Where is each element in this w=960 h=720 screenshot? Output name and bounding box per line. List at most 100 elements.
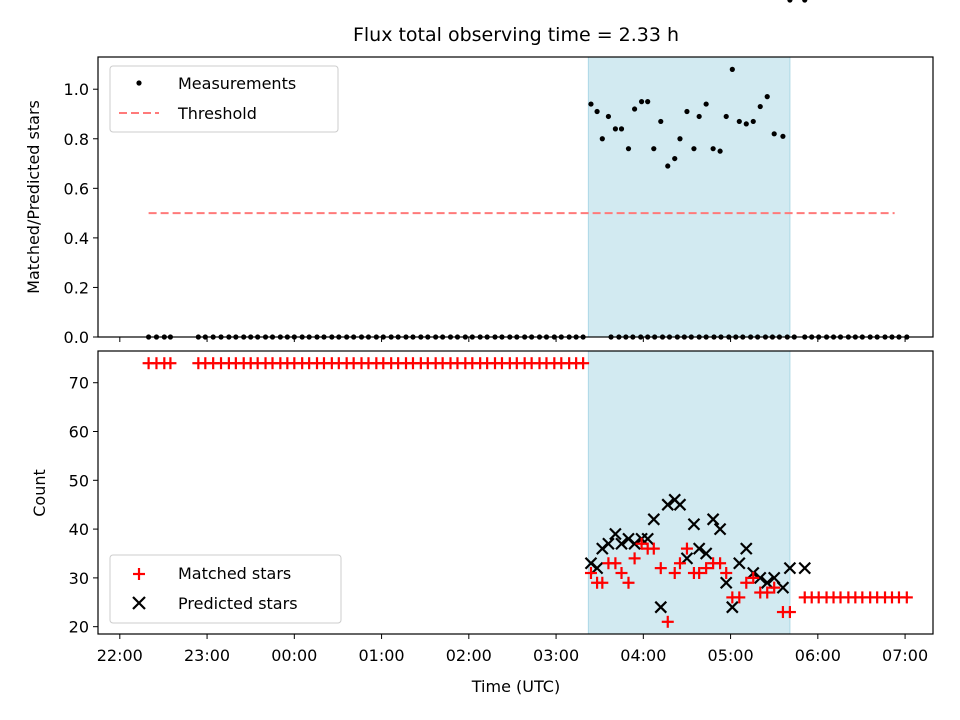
matched-star-point [654,562,667,575]
matched-star-point [584,567,597,580]
predicted-star-point [726,600,739,614]
x-axis-title: Time (UTC) [471,677,560,696]
bottom-y-tick-label: 50 [69,471,89,490]
predicted-star-point [753,571,767,585]
top-legend-box [109,65,339,133]
measurement-point [651,146,657,152]
predicted-star-point [680,552,694,565]
measurement-point [645,99,651,105]
predicted-star-point [719,576,733,590]
measurement-point [612,126,619,132]
matched-star-point [596,576,609,589]
predicted-star-point [713,522,727,536]
top-panel: 0.0 0.2 0.4 0.6 0.8 1.0 Matched/Predicted sta… [24,0,934,347]
top-y-tick-label: 0.6 [64,179,89,198]
x-tick-label: 23:00 [184,646,230,665]
bottom-y-tick-label: 20 [69,618,89,637]
bottom-y-tick-label: 30 [69,569,89,588]
bottom-legend: Matched stars Predicted stars [109,554,342,624]
predicted-star-point [692,542,706,555]
x-tick-label: 07:00 [882,646,928,665]
x-tick-label: 00:00 [271,646,317,665]
measurement-point [750,118,756,125]
measurement-point [599,136,605,142]
measurement-point [723,113,729,120]
matched-star-point [740,576,753,589]
predicted-star-point [706,513,720,526]
bottom-y-axis-title: Count [30,469,49,517]
predicted-stars-legend-marker [132,596,146,610]
matched-star-point [700,562,713,575]
top-y-tick-label: 0.4 [64,229,89,248]
predicted-star-point [687,517,701,531]
matched-star-point [768,581,781,594]
threshold-legend-label: Threshold [177,104,257,123]
x-tick-label: 22:00 [97,646,143,665]
matched-star-point [680,542,693,555]
predicted-star-point [628,537,641,551]
measurement-point [631,106,638,112]
matched-star-point [609,557,622,570]
measurement-point [787,0,793,3]
predicted-star-point [673,498,687,511]
predicted-star-point [699,547,713,560]
matched-star-point [747,571,760,584]
measurement-point [780,133,786,139]
predicted-stars-legend-label: Predicted stars [178,594,298,613]
predicted-star-point [661,498,675,511]
predicted-star-point [733,556,746,570]
matched-star-point [673,557,686,570]
matched-star-point [783,606,796,619]
bottom-legend-box [109,554,342,624]
top-highlight-span [587,56,791,338]
measurement-point [618,126,625,132]
matched-star-point [733,591,746,604]
measurement-point [594,108,600,115]
predicted-star-point [641,532,654,546]
measurement-point [672,155,678,162]
x-tick-label: 06:00 [795,646,841,665]
x-tick-label: 04:00 [620,646,666,665]
matched-star-point [720,567,733,580]
predicted-star-point [615,537,628,551]
matched-star-point [761,586,774,599]
matched-star-point [900,591,913,604]
top-y-tick-label: 0.8 [64,130,89,149]
matched-star-point [164,357,177,370]
predicted-star-point [647,513,661,526]
top-y-tick-label: 1.0 [64,80,89,99]
predicted-star-point [798,561,812,575]
predicted-star-point [783,561,797,575]
x-tick-label: 05:00 [708,646,754,665]
bottom-highlight-span [587,350,791,635]
predicted-star-point [609,527,622,541]
measurement-point [703,101,709,107]
x-tick-label: 01:00 [359,646,405,665]
bottom-panel-frame [97,350,934,635]
bottom-panel: 20 30 40 50 60 70 22:00 23:00 00:00 01:00 02:00 03… [30,350,934,696]
measurement-point [638,99,645,105]
predicted-star-point [776,581,790,594]
matched-stars-legend-marker [133,568,145,580]
matched-star-point [661,615,674,628]
matched-star-point [622,576,635,589]
measurement-point [736,118,742,125]
measurement-point [665,163,671,169]
measurement-point [717,148,723,154]
measurement-point [771,131,777,137]
predicted-star-point [654,600,668,614]
measurement-point [729,66,735,72]
measurement-point [605,113,612,120]
matched-star-point [635,537,648,550]
measurement-point [696,113,702,120]
measurement-point [588,101,594,107]
measurements-legend-label: Measurements [178,74,296,93]
x-tick-label: 03:00 [533,646,579,665]
measurements-legend-marker [136,80,142,86]
matched-star-point [577,357,590,370]
matched-star-point [693,567,706,580]
top-legend: Measurements Threshold [109,65,339,133]
predicted-star-point [760,576,774,590]
matched-star-point [647,542,660,555]
